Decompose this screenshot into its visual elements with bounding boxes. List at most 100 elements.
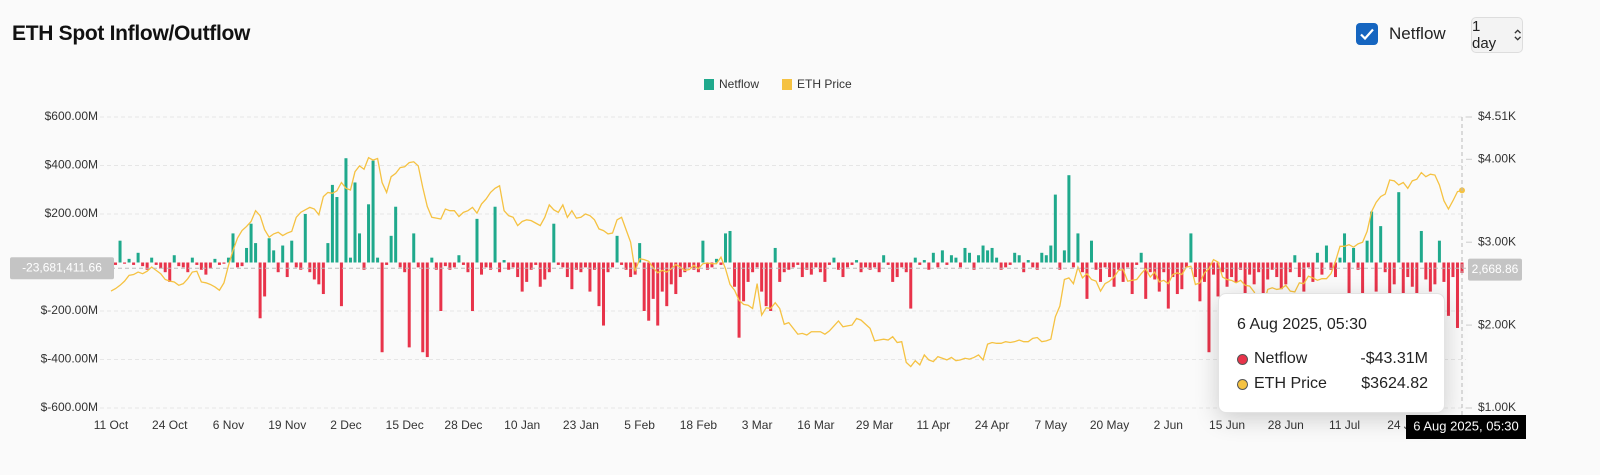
y-tick-label: $600.00M	[45, 109, 98, 123]
bar	[642, 262, 646, 311]
bar	[1216, 262, 1220, 297]
bar	[963, 247, 967, 263]
bar	[498, 262, 502, 273]
bar	[1035, 262, 1039, 270]
tooltip-name: ETH Price	[1254, 375, 1327, 392]
bar	[746, 262, 750, 282]
bar	[1153, 262, 1157, 280]
bar	[1428, 262, 1432, 292]
x-tick-label: 23 Jan	[563, 418, 599, 432]
bar	[832, 257, 836, 263]
bar	[222, 262, 226, 264]
bar	[615, 235, 619, 263]
bar	[696, 262, 700, 273]
bar	[258, 262, 262, 319]
crosshair-y2-box	[1468, 258, 1522, 281]
bar	[1320, 262, 1324, 275]
price-line	[110, 156, 1463, 368]
bar	[660, 262, 664, 292]
bar	[1392, 262, 1396, 285]
bar	[118, 240, 122, 263]
bar	[620, 262, 624, 265]
bar	[353, 182, 357, 263]
x-tick-label: 11 Jul	[1329, 418, 1360, 432]
bar	[895, 262, 899, 278]
legend-label: ETH Price	[797, 77, 852, 91]
bar	[755, 262, 759, 268]
bar	[1324, 245, 1328, 263]
bar	[1180, 262, 1184, 290]
bar	[484, 262, 488, 268]
bar	[217, 262, 221, 265]
x-tick-label: 3 Mar	[742, 418, 773, 432]
netflow-toggle[interactable]: Netflow	[1356, 23, 1446, 45]
bar	[814, 262, 818, 268]
bar	[493, 206, 497, 263]
bar	[186, 262, 190, 273]
x-tick-label: 6 Nov	[213, 418, 244, 432]
x-tick-label: 19 Nov	[268, 418, 306, 432]
bar	[439, 262, 443, 311]
bar	[986, 250, 990, 263]
crosshair-y2-label: 2,668.86	[1472, 262, 1519, 276]
x-tick-label: 11 Apr	[916, 418, 950, 432]
bar	[1230, 262, 1234, 278]
bar	[1333, 262, 1337, 278]
tooltip-dot	[1237, 378, 1248, 390]
x-tick-label: 20 May	[1090, 418, 1129, 432]
bar	[665, 262, 669, 307]
bar	[818, 262, 822, 273]
bar	[742, 262, 746, 302]
bar	[1085, 262, 1089, 299]
bar	[249, 223, 253, 263]
bar	[1266, 262, 1270, 280]
bar	[299, 262, 303, 270]
bar	[1221, 262, 1225, 273]
bar	[931, 252, 935, 263]
bar	[977, 255, 981, 263]
bar	[656, 262, 660, 326]
x-tick-label: 2 Dec	[330, 418, 361, 432]
bar	[159, 262, 163, 269]
bar	[683, 262, 687, 273]
bar	[150, 257, 154, 263]
bar	[1302, 262, 1306, 292]
bar	[1144, 262, 1148, 299]
bar	[1437, 240, 1441, 263]
bar	[561, 262, 565, 268]
bar	[1446, 262, 1450, 316]
bar	[543, 262, 547, 280]
bar	[796, 262, 800, 265]
bar	[1130, 262, 1134, 295]
bar	[154, 262, 158, 265]
checkbox[interactable]	[1356, 23, 1378, 45]
bar	[1442, 262, 1446, 282]
bar	[326, 243, 330, 263]
interval-select[interactable]: 1 day	[1471, 17, 1523, 53]
bar	[1370, 211, 1374, 263]
bar	[995, 257, 999, 263]
bar	[710, 262, 714, 268]
bar	[954, 257, 958, 263]
bar	[127, 258, 131, 263]
x-tick-label: 24 Oct	[152, 418, 188, 432]
bar	[1252, 262, 1256, 285]
tooltip-name: Netflow	[1254, 350, 1308, 367]
bar	[1026, 260, 1030, 263]
bar	[1071, 262, 1075, 268]
bar	[434, 262, 438, 270]
bar	[764, 262, 768, 307]
bar	[836, 262, 840, 270]
x-tick-label: 7 May	[1034, 418, 1067, 432]
bar	[448, 262, 452, 270]
x-tick-label: 29 Mar	[856, 418, 893, 432]
bar	[574, 262, 578, 270]
check-icon	[1360, 28, 1374, 41]
y-tick-label: $200.00M	[45, 206, 98, 220]
bar	[163, 262, 167, 273]
bar	[602, 262, 606, 326]
bar	[909, 262, 913, 309]
bar	[303, 214, 307, 263]
bar	[1410, 262, 1414, 287]
bar	[1293, 255, 1297, 263]
